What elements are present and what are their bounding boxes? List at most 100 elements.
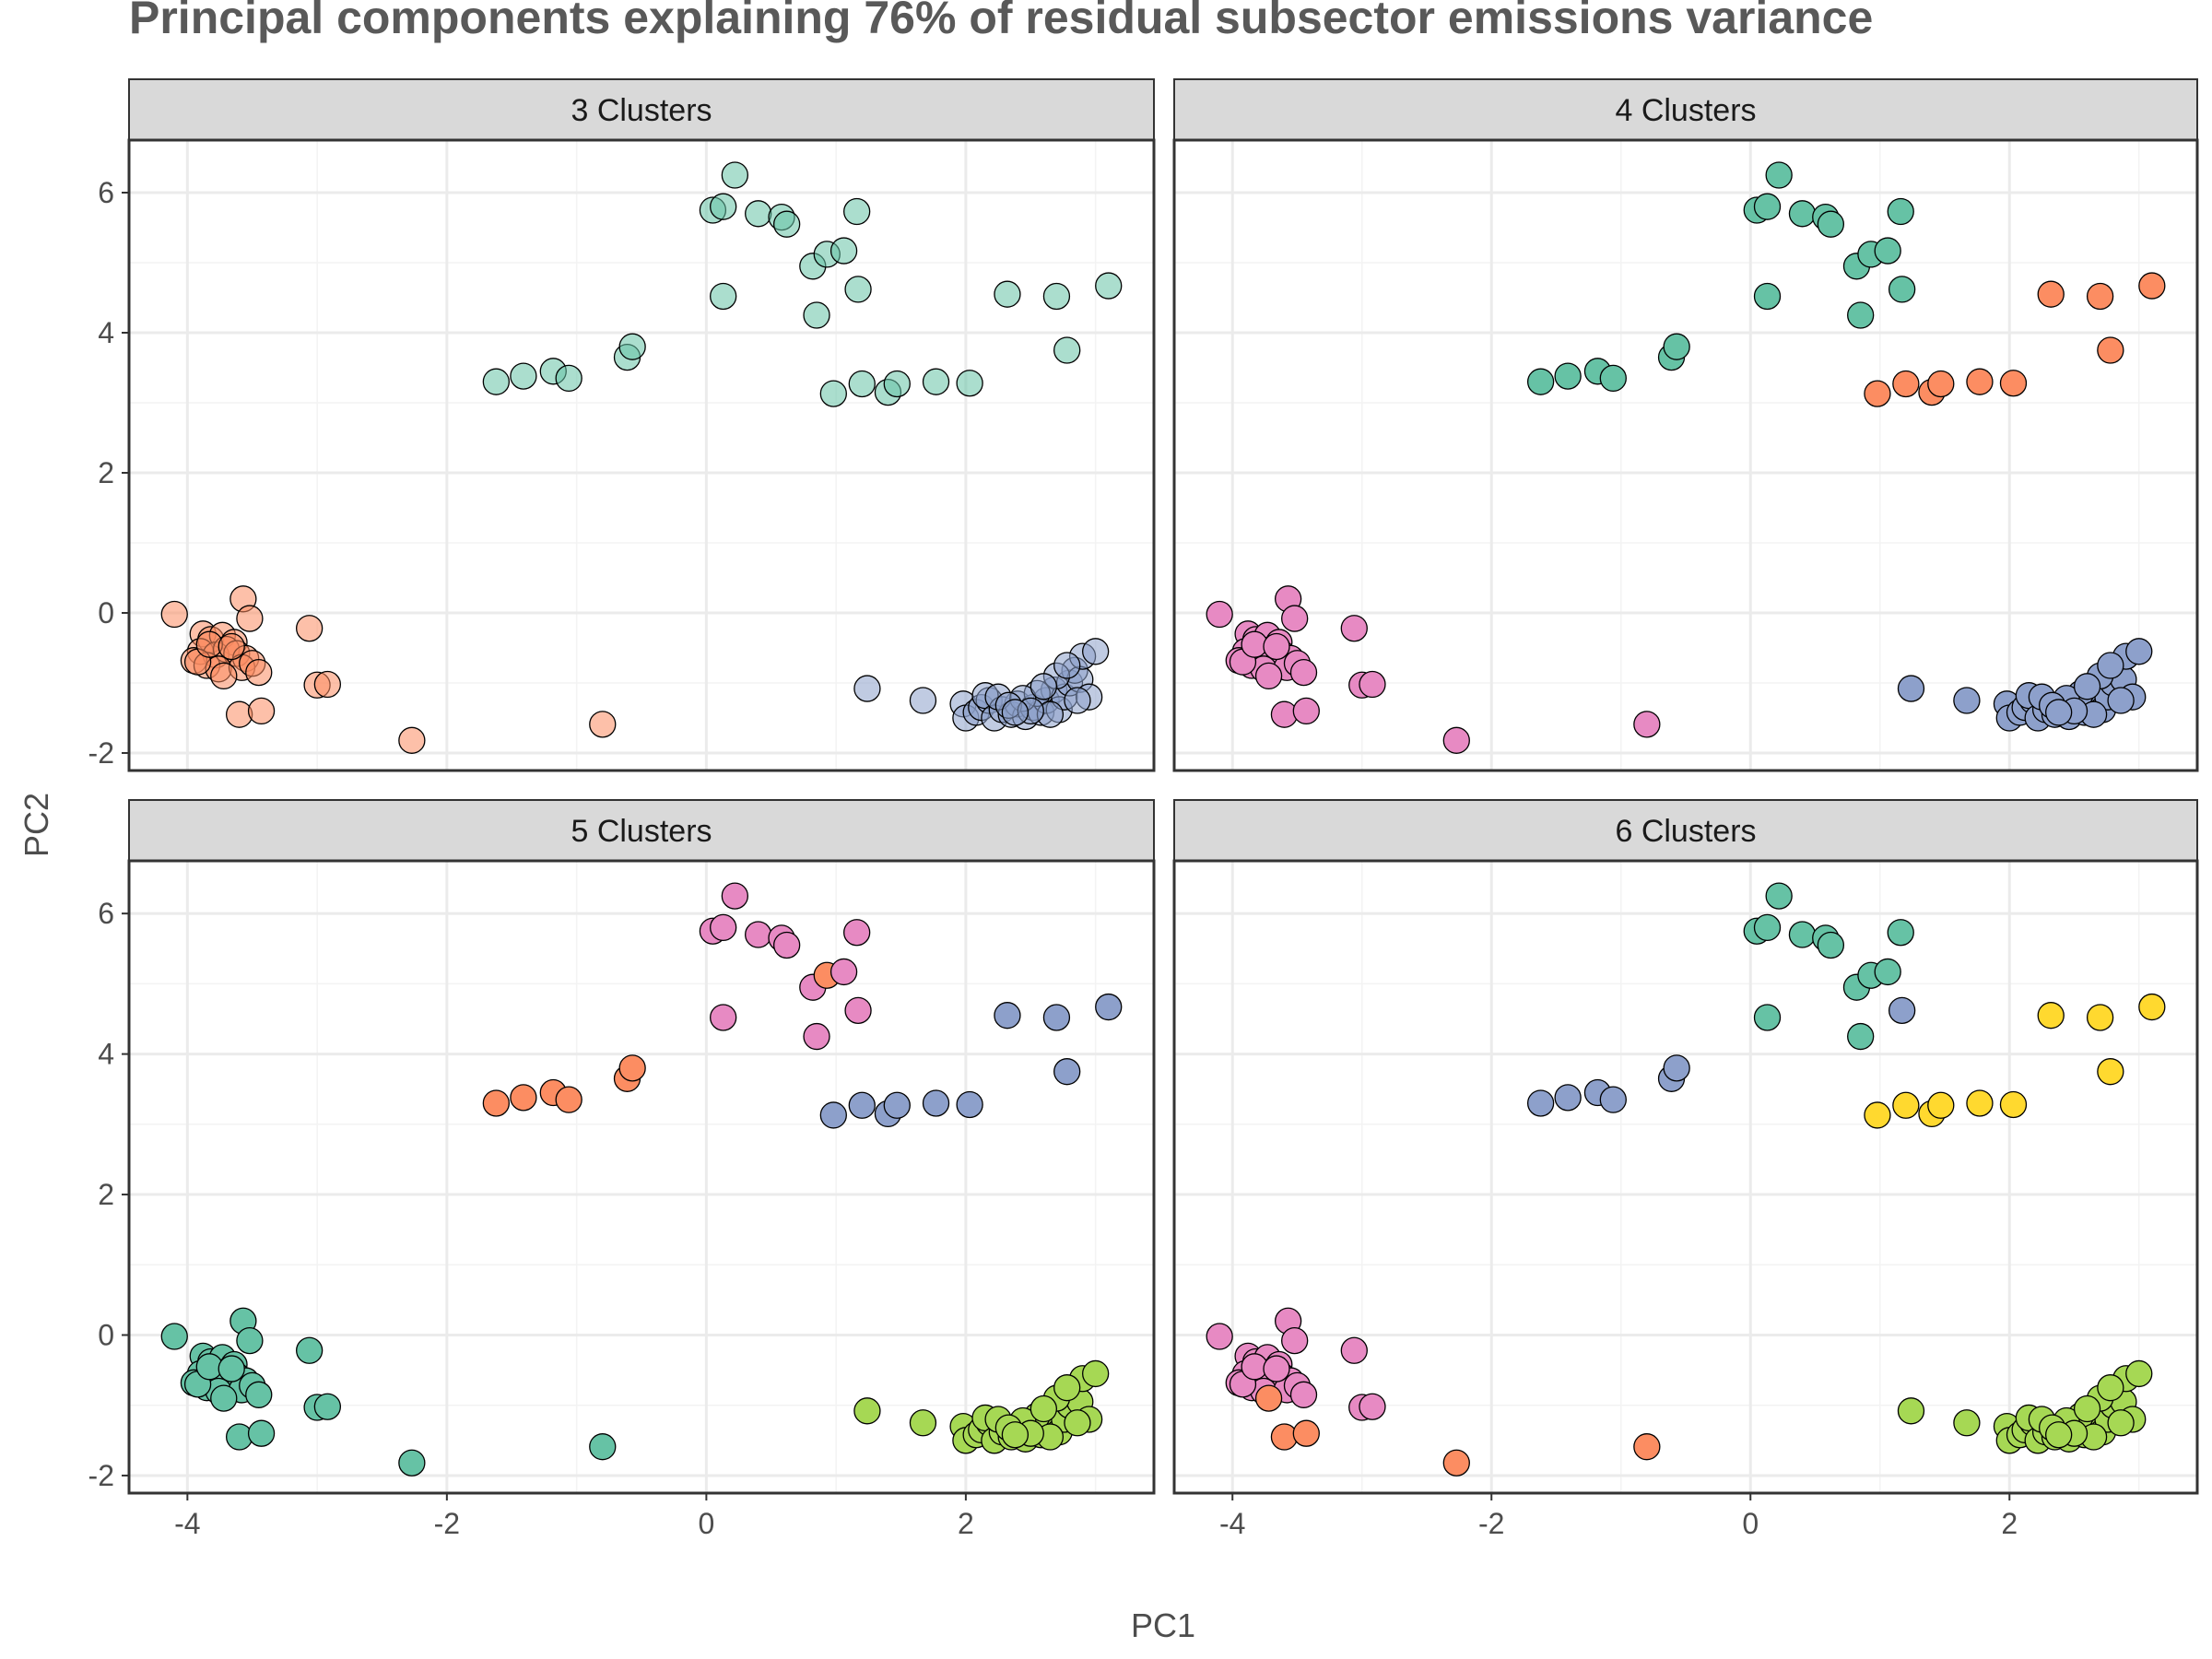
y-tick-label: 6 bbox=[98, 897, 114, 930]
data-point bbox=[1953, 687, 1981, 714]
data-point bbox=[909, 687, 937, 714]
facet-strip bbox=[1173, 78, 2198, 141]
data-point bbox=[1289, 1381, 1318, 1408]
data-point bbox=[510, 1084, 537, 1112]
data-point bbox=[1953, 1409, 1981, 1437]
y-tick-label: 2 bbox=[98, 1178, 114, 1211]
facet-panel: 5 Clusters -2 0 2 4 6 -4 -2 0 2 bbox=[88, 799, 1156, 1540]
x-tick-label: -4 bbox=[1219, 1507, 1245, 1540]
x-tick-label: 2 bbox=[958, 1507, 974, 1540]
panel-border bbox=[1172, 859, 2199, 1495]
data-point bbox=[2138, 272, 2166, 300]
data-point bbox=[1892, 370, 1920, 398]
data-point bbox=[2037, 1002, 2065, 1030]
x-tick-label: -2 bbox=[434, 1507, 460, 1540]
data-point bbox=[1927, 370, 1955, 398]
data-point bbox=[618, 333, 646, 360]
data-point bbox=[844, 996, 872, 1025]
data-point bbox=[1887, 919, 1914, 947]
data-point bbox=[843, 197, 871, 226]
data-point bbox=[2037, 280, 2065, 308]
data-point bbox=[1817, 210, 1845, 238]
data-point bbox=[1788, 921, 1817, 948]
data-point bbox=[1765, 161, 1793, 189]
data-point bbox=[2125, 1359, 2153, 1388]
data-point bbox=[1966, 368, 1994, 395]
data-point bbox=[1966, 1089, 1994, 1117]
data-point bbox=[710, 1004, 737, 1031]
data-point bbox=[1874, 958, 1901, 986]
data-point bbox=[1864, 1101, 1891, 1129]
data-point bbox=[2086, 1004, 2114, 1031]
data-point bbox=[710, 193, 737, 220]
chart-title: Principal components explaining 76% of r… bbox=[129, 0, 1873, 43]
data-point bbox=[1064, 1409, 1091, 1437]
data-point bbox=[1095, 272, 1123, 300]
data-point bbox=[1753, 913, 1782, 942]
data-point bbox=[2125, 638, 2153, 665]
data-point bbox=[1897, 675, 1925, 702]
data-point bbox=[1897, 1397, 1925, 1425]
facet-panel: 3 Clusters -2 0 2 4 6 bbox=[88, 78, 1156, 772]
facet-panel: 6 Clusters -4 -2 0 2 bbox=[1172, 799, 2199, 1540]
data-point bbox=[1292, 697, 1320, 725]
data-point bbox=[1001, 1421, 1030, 1449]
data-point bbox=[844, 276, 872, 303]
data-point bbox=[1053, 1374, 1081, 1402]
data-point bbox=[773, 210, 801, 238]
data-point bbox=[1289, 658, 1318, 687]
data-point bbox=[909, 1409, 937, 1437]
data-point bbox=[313, 670, 342, 699]
data-point bbox=[883, 1091, 911, 1119]
data-point bbox=[721, 882, 748, 910]
y-tick-label: 4 bbox=[98, 1038, 114, 1071]
data-point bbox=[1082, 1359, 1110, 1388]
data-point bbox=[1663, 333, 1690, 360]
data-point bbox=[745, 200, 772, 228]
data-point bbox=[1053, 1058, 1081, 1086]
data-point bbox=[555, 1086, 582, 1113]
data-point bbox=[555, 364, 582, 393]
data-point bbox=[848, 1091, 876, 1119]
data-point bbox=[1001, 699, 1030, 726]
data-point bbox=[2097, 652, 2124, 679]
data-point bbox=[1888, 996, 1916, 1025]
data-point bbox=[773, 931, 801, 959]
data-point bbox=[2097, 1374, 2124, 1402]
panel-background bbox=[1174, 140, 2197, 771]
y-axis-title: PC2 bbox=[18, 793, 55, 857]
x-tick-label: -4 bbox=[174, 1507, 200, 1540]
data-point bbox=[1817, 931, 1845, 959]
data-point bbox=[819, 1101, 847, 1129]
data-point bbox=[236, 605, 264, 632]
data-point bbox=[247, 697, 276, 725]
data-point bbox=[2097, 336, 2124, 364]
panel-border bbox=[127, 138, 1156, 772]
panel-background bbox=[1174, 861, 2197, 1493]
data-point bbox=[1292, 1419, 1320, 1447]
data-point bbox=[1095, 993, 1123, 1021]
data-point bbox=[922, 368, 950, 395]
data-point bbox=[398, 1449, 426, 1477]
data-point bbox=[245, 1381, 273, 1408]
data-point bbox=[296, 1336, 324, 1364]
panel-border bbox=[1172, 138, 2199, 772]
facet-strip-label: 4 Clusters bbox=[1615, 93, 1756, 128]
data-point bbox=[160, 600, 188, 629]
data-point bbox=[1281, 605, 1309, 632]
data-point bbox=[1254, 1384, 1283, 1412]
data-point bbox=[589, 711, 617, 738]
data-point bbox=[1633, 711, 1661, 738]
y-tick-label: 2 bbox=[98, 456, 114, 489]
data-point bbox=[1864, 380, 1891, 407]
data-point bbox=[1340, 615, 1368, 642]
data-point bbox=[1633, 1433, 1661, 1461]
data-point bbox=[1765, 882, 1793, 910]
facet-strip bbox=[128, 799, 1155, 862]
data-point bbox=[245, 658, 273, 687]
data-point bbox=[994, 1002, 1021, 1030]
data-point bbox=[313, 1393, 342, 1420]
data-point bbox=[1554, 362, 1582, 390]
data-point bbox=[1999, 1090, 2028, 1119]
data-point bbox=[1053, 336, 1081, 364]
